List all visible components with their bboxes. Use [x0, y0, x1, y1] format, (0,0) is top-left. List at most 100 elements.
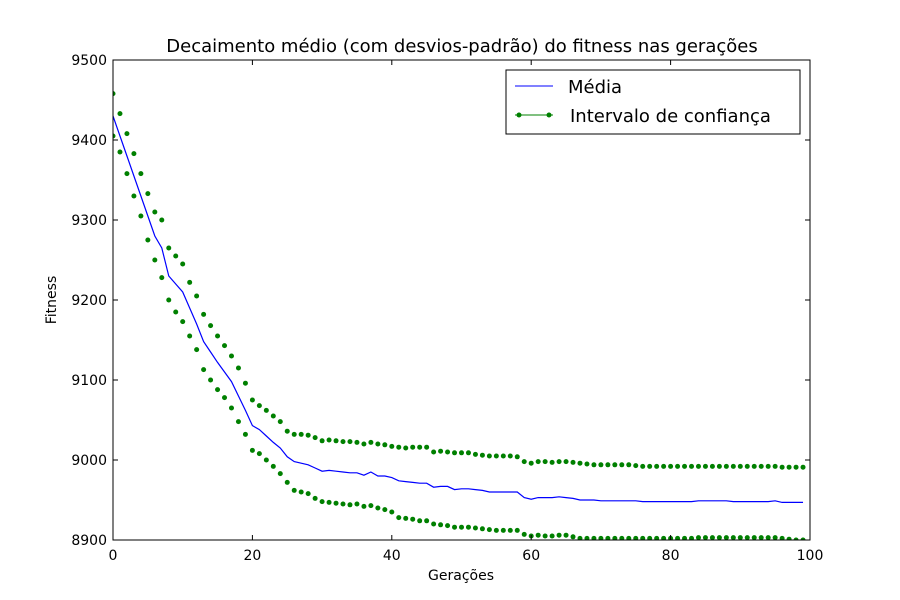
confidence-upper-point	[389, 443, 395, 449]
legend-marker-confidence-left	[516, 112, 522, 118]
confidence-upper-point	[459, 450, 464, 456]
confidence-upper-point	[298, 431, 304, 437]
y-tick-label: 9200	[71, 293, 107, 309]
plot-area	[113, 91, 806, 540]
confidence-lower-point	[640, 535, 646, 540]
axis-ticks: 0 20 40 60 80 100 8900 9000 9100 9200 9300 9400 9500	[71, 53, 823, 564]
confidence-upper-point	[354, 439, 360, 445]
confidence-upper-point	[403, 445, 409, 451]
confidence-upper-point	[242, 380, 248, 386]
confidence-upper-point	[654, 463, 660, 469]
confidence-lower-point	[514, 527, 520, 533]
confidence-lower-point	[228, 405, 234, 411]
confidence-upper-point	[626, 462, 632, 468]
confidence-upper-point	[201, 311, 207, 317]
confidence-upper-point	[598, 462, 604, 468]
confidence-lower-point	[619, 535, 625, 540]
confidence-lower-point	[113, 133, 116, 139]
confidence-upper-point	[145, 191, 151, 197]
confidence-lower-point	[166, 297, 172, 303]
confidence-upper-point	[368, 439, 374, 445]
confidence-upper-point	[786, 464, 792, 470]
confidence-lower-point	[159, 275, 165, 281]
confidence-upper-point	[291, 431, 297, 437]
confidence-upper-point	[619, 462, 625, 468]
confidence-lower-point	[263, 457, 269, 463]
confidence-upper-point	[410, 444, 416, 450]
confidence-lower-point	[765, 535, 771, 540]
confidence-lower-point	[633, 535, 639, 540]
confidence-upper-point	[208, 323, 214, 329]
confidence-upper-point	[514, 454, 520, 460]
confidence-lower-point	[389, 509, 395, 515]
confidence-upper-point	[535, 459, 541, 465]
confidence-lower-point	[626, 535, 632, 540]
confidence-lower-point	[417, 518, 423, 524]
confidence-upper-point	[438, 448, 444, 454]
confidence-upper-point	[270, 413, 276, 419]
x-tick-label: 20	[243, 548, 261, 564]
x-tick-label: 100	[797, 548, 824, 564]
confidence-lower-point	[340, 501, 346, 507]
x-tick-label: 0	[109, 548, 118, 564]
confidence-lower-point	[723, 535, 729, 540]
confidence-lower-point	[751, 535, 757, 540]
confidence-lower-point	[459, 524, 464, 530]
confidence-upper-point	[584, 461, 590, 467]
confidence-upper-point	[528, 460, 534, 466]
confidence-lower-point	[284, 479, 290, 485]
confidence-lower-point	[187, 333, 193, 339]
confidence-upper-point	[361, 441, 367, 447]
confidence-lower-point	[215, 387, 221, 393]
chart-title: Decaimento médio (com desvios-padrão) do…	[166, 36, 757, 57]
confidence-upper-point	[675, 463, 681, 469]
y-tick-label: 9300	[71, 213, 107, 229]
confidence-upper-point	[465, 450, 471, 456]
confidence-lower-point	[424, 518, 430, 524]
confidence-upper-point	[758, 463, 764, 469]
confidence-lower-point	[138, 213, 144, 219]
confidence-lower-point	[793, 537, 799, 540]
confidence-upper-point	[382, 442, 388, 448]
confidence-upper-point	[228, 353, 234, 359]
confidence-upper-point	[793, 464, 799, 470]
confidence-lower-point	[180, 319, 186, 325]
confidence-upper-point	[222, 343, 228, 349]
confidence-upper-point	[800, 464, 806, 470]
confidence-upper-point	[479, 452, 485, 458]
confidence-lower-point	[556, 532, 562, 538]
confidence-upper-point	[166, 245, 172, 251]
confidence-upper-point	[682, 463, 688, 469]
confidence-lower-point	[709, 535, 715, 540]
confidence-upper-point	[744, 463, 750, 469]
confidence-upper-point	[173, 253, 179, 259]
confidence-upper-point	[577, 460, 583, 466]
confidence-lower-point	[779, 535, 785, 540]
confidence-lower-point	[382, 507, 388, 513]
confidence-lower-point	[675, 535, 681, 540]
confidence-lower-point	[375, 505, 381, 511]
confidence-upper-point	[647, 463, 653, 469]
confidence-lower-point	[145, 237, 151, 243]
confidence-upper-point	[591, 462, 597, 468]
confidence-lower-point	[521, 531, 527, 537]
confidence-lower-point	[716, 535, 722, 540]
legend-label-confidence: Intervalo de confiança	[570, 106, 771, 127]
confidence-upper-point	[113, 91, 116, 97]
confidence-lower-point	[410, 516, 416, 522]
confidence-lower-point	[452, 524, 458, 530]
confidence-upper-point	[633, 463, 639, 469]
confidence-lower-point	[563, 532, 569, 538]
confidence-lower-point	[486, 527, 492, 533]
confidence-lower-point	[577, 535, 583, 540]
confidence-upper-point	[668, 463, 674, 469]
confidence-lower-point	[152, 257, 158, 263]
confidence-upper-point	[661, 463, 667, 469]
confidence-lower-point	[730, 535, 736, 540]
confidence-upper-point	[194, 293, 200, 299]
confidence-upper-point	[431, 449, 437, 455]
confidence-upper-point	[695, 463, 701, 469]
confidence-lower-point	[786, 536, 792, 540]
confidence-upper-point	[326, 437, 332, 443]
confidence-lower-point	[500, 527, 506, 533]
